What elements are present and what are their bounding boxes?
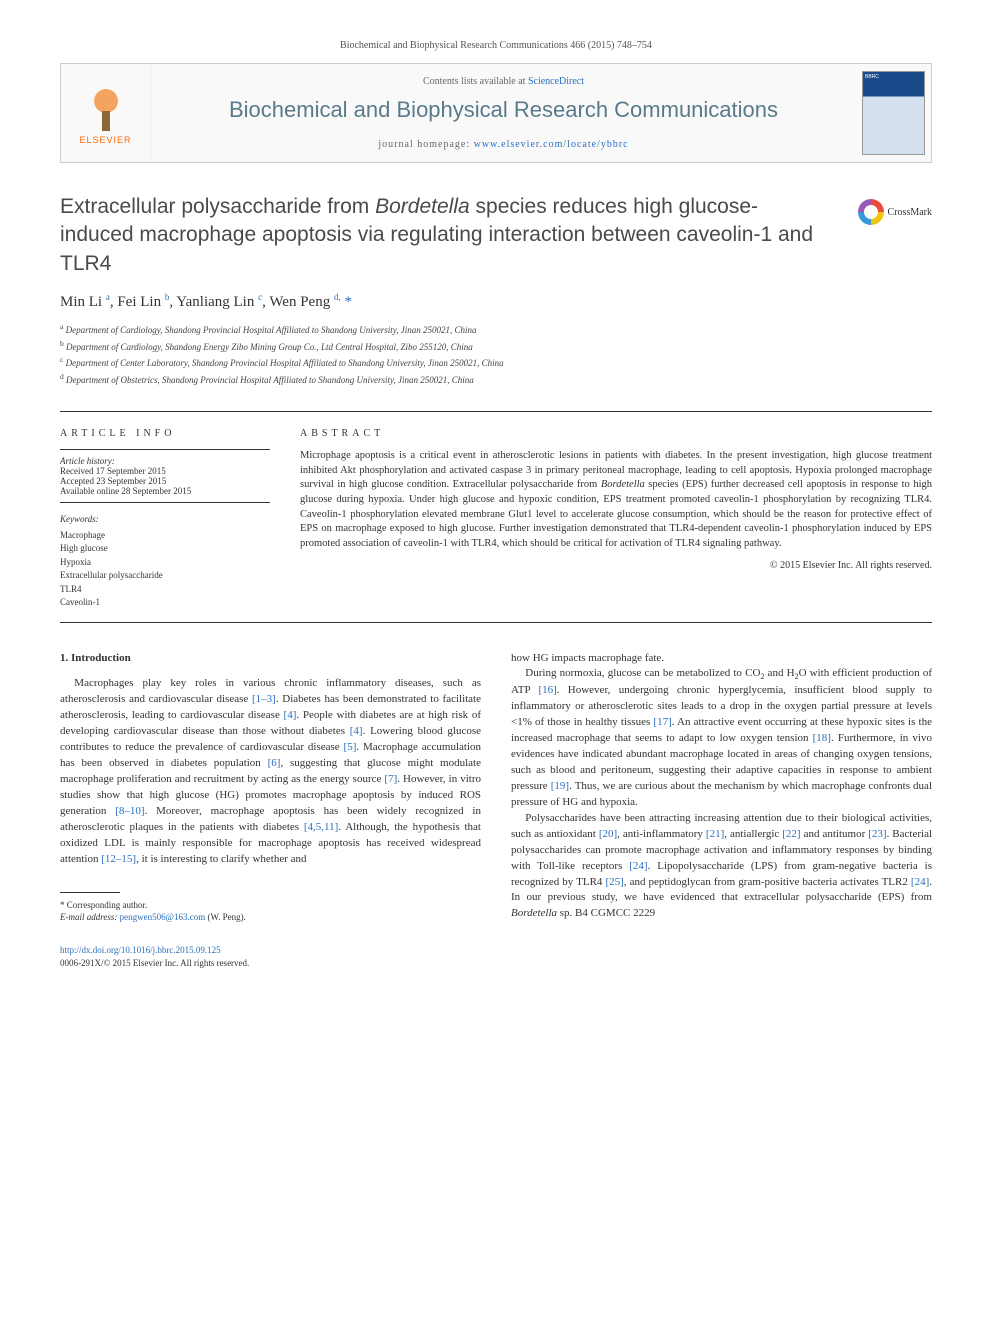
abstract-text: Microphage apoptosis is a critical event… (300, 449, 932, 552)
crossmark-icon (858, 199, 884, 225)
affiliation-a: a Department of Cardiology, Shandong Pro… (60, 321, 932, 338)
corresponding-email-link[interactable]: pengwen506@163.com (120, 912, 206, 922)
affiliation-b: b Department of Cardiology, Shandong Ene… (60, 338, 932, 355)
publisher-name: ELSEVIER (79, 135, 131, 145)
affiliation-d: d Department of Obstetrics, Shandong Pro… (60, 371, 932, 388)
cover-image: BBRC (862, 71, 925, 155)
header-citation: Biochemical and Biophysical Research Com… (60, 40, 932, 51)
keywords-block: Keywords: Macrophage High glucose Hypoxi… (60, 513, 270, 610)
keyword: High glucose (60, 542, 270, 556)
intro-para-2: During normoxia, glucose can be metaboli… (511, 666, 932, 810)
article-title: Extracellular polysaccharide from Bordet… (60, 193, 830, 278)
journal-cover-thumb: BBRC (856, 64, 931, 162)
doi-link[interactable]: http://dx.doi.org/10.1016/j.bbrc.2015.09… (60, 945, 221, 955)
history-received: Received 17 September 2015 (60, 466, 270, 476)
keyword: Macrophage (60, 529, 270, 543)
homepage-prefix: journal homepage: (378, 139, 473, 150)
homepage-link[interactable]: www.elsevier.com/locate/ybbrc (474, 139, 629, 150)
footnote-separator (60, 892, 120, 893)
crossmark-badge[interactable]: CrossMark (858, 199, 932, 225)
article-history: Article history: Received 17 September 2… (60, 449, 270, 503)
section-heading-intro: 1. Introduction (60, 651, 481, 667)
body-col-left: 1. Introduction Macrophages play key rol… (60, 651, 481, 924)
affiliations: a Department of Cardiology, Shandong Pro… (60, 321, 932, 387)
history-label: Article history: (60, 456, 270, 466)
history-accepted: Accepted 23 September 2015 (60, 476, 270, 486)
body-col-right: how HG impacts macrophage fate. During n… (511, 651, 932, 924)
contents-prefix: Contents lists available at (423, 76, 528, 87)
email-label: E-mail address: (60, 912, 117, 922)
history-online: Available online 28 September 2015 (60, 486, 270, 496)
email-footnote: E-mail address: pengwen506@163.com (W. P… (60, 911, 481, 924)
contents-available: Contents lists available at ScienceDirec… (163, 76, 844, 87)
info-abstract-row: ARTICLE INFO Article history: Received 1… (60, 411, 932, 623)
keyword: Caveolin-1 (60, 596, 270, 610)
publisher-logo: ELSEVIER (61, 64, 151, 162)
article-info-heading: ARTICLE INFO (60, 428, 270, 439)
page-footer: http://dx.doi.org/10.1016/j.bbrc.2015.09… (60, 944, 932, 969)
intro-para-1: Macrophages play key roles in various ch… (60, 676, 481, 867)
journal-name: Biochemical and Biophysical Research Com… (163, 97, 844, 123)
abstract-heading: ABSTRACT (300, 428, 932, 439)
elsevier-tree-icon (81, 81, 131, 131)
intro-para-3: Polysaccharides have been attracting inc… (511, 811, 932, 923)
abstract-copyright: © 2015 Elsevier Inc. All rights reserved… (300, 560, 932, 571)
email-suffix: (W. Peng). (207, 912, 245, 922)
keywords-label: Keywords: (60, 513, 270, 527)
keyword: TLR4 (60, 583, 270, 597)
article-info-col: ARTICLE INFO Article history: Received 1… (60, 428, 270, 610)
header-center: Contents lists available at ScienceDirec… (151, 64, 856, 162)
crossmark-label: CrossMark (888, 207, 932, 218)
intro-para-cont: how HG impacts macrophage fate. (511, 651, 932, 667)
author-list: Min Li a, Fei Lin b, Yanliang Lin c, Wen… (60, 292, 932, 311)
corresponding-author-note: * Corresponding author. (60, 899, 481, 912)
abstract-col: ABSTRACT Microphage apoptosis is a criti… (300, 428, 932, 610)
sciencedirect-link[interactable]: ScienceDirect (528, 76, 584, 87)
keyword: Extracellular polysaccharide (60, 569, 270, 583)
issn-copyright: 0006-291X/© 2015 Elsevier Inc. All right… (60, 958, 249, 968)
journal-header-box: ELSEVIER Contents lists available at Sci… (60, 63, 932, 163)
affiliation-c: c Department of Center Laboratory, Shand… (60, 354, 932, 371)
body-columns: 1. Introduction Macrophages play key rol… (60, 651, 932, 924)
journal-homepage: journal homepage: www.elsevier.com/locat… (163, 139, 844, 150)
keyword: Hypoxia (60, 556, 270, 570)
